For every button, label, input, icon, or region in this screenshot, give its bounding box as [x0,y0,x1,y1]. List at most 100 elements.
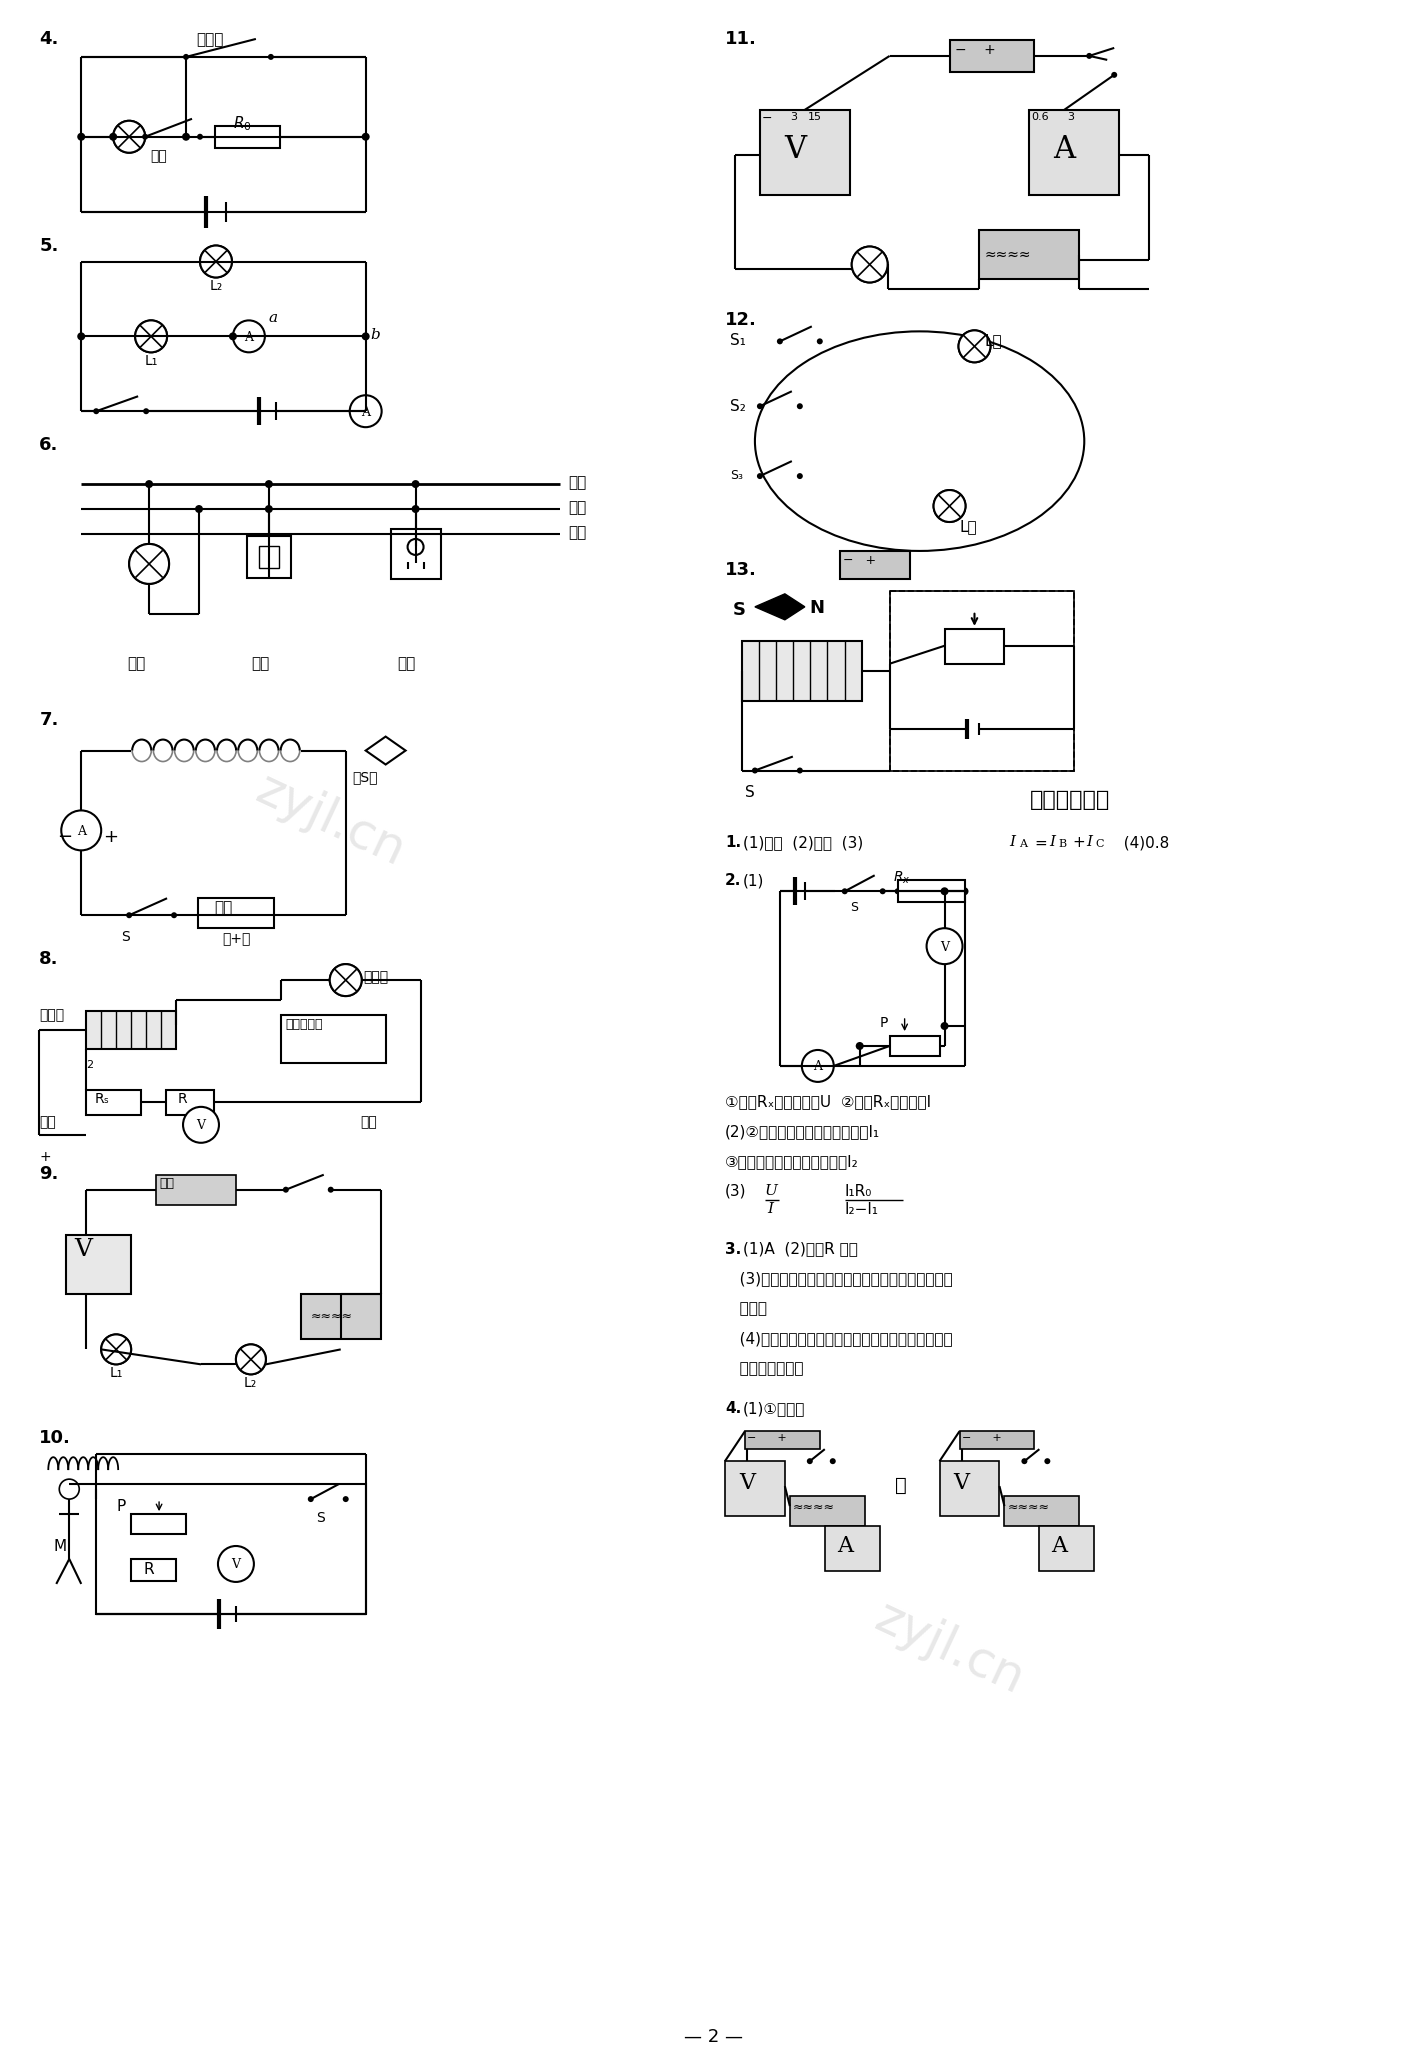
Text: ≈≈≈≈: ≈≈≈≈ [311,1310,353,1322]
Text: (1)A  (2)电阻R 短路: (1)A (2)电阻R 短路 [743,1242,858,1256]
Text: S: S [316,1510,324,1525]
Text: L₁: L₁ [146,355,159,368]
Circle shape [958,331,991,362]
Circle shape [411,504,420,512]
Bar [86,1091,141,1116]
Text: I: I [1050,835,1055,849]
Text: 电控照相机: 电控照相机 [286,1019,323,1031]
Text: L₁: L₁ [109,1366,123,1380]
Bar [790,1496,865,1527]
Bar [950,39,1034,72]
Text: V: V [784,134,805,165]
Circle shape [146,479,153,488]
Circle shape [77,333,86,341]
Text: 座椅: 座椅 [150,149,167,163]
Bar [1030,109,1120,194]
Bar [980,229,1080,279]
Text: 10.: 10. [40,1430,71,1446]
Text: S: S [850,901,858,915]
Circle shape [236,1345,266,1374]
Bar [281,1014,386,1062]
Bar [743,640,861,700]
Circle shape [264,504,273,512]
Text: S₂: S₂ [730,399,745,415]
Text: 零线: 零线 [568,500,587,514]
Text: P: P [116,1500,126,1514]
Text: ≈≈≈≈: ≈≈≈≈ [1007,1502,1050,1514]
Text: 插座: 插座 [397,655,416,671]
Circle shape [126,913,133,917]
Text: A: A [814,1060,823,1074]
Text: V: V [738,1473,755,1494]
Text: 4.: 4. [725,1401,741,1417]
Text: R: R [178,1093,187,1105]
Text: 电学实验专题: 电学实验专题 [1030,791,1111,810]
Circle shape [343,1496,348,1502]
Text: (3)电阻一定时，通过电阻的电流和电阻两端的电压: (3)电阻一定时，通过电阻的电流和电阻两端的电压 [725,1271,952,1287]
Text: 或: 或 [895,1475,907,1496]
Text: 火线: 火线 [568,475,587,490]
Text: A: A [1020,839,1027,849]
Text: 开关: 开关 [251,655,268,671]
Text: C: C [1095,839,1104,849]
Text: (4)电压表没有调零，指针偏右；或者是电流表没有: (4)电压表没有调零，指针偏右；或者是电流表没有 [725,1331,952,1347]
Text: 6.: 6. [40,436,59,455]
Bar [825,1527,880,1570]
Circle shape [143,409,149,413]
Bar [391,529,440,578]
Bar [898,880,964,903]
Text: P: P [880,1016,888,1031]
Circle shape [330,965,361,996]
Text: 调零，指针偏左: 调零，指针偏左 [725,1361,804,1376]
Circle shape [350,395,381,428]
Text: +: + [103,828,119,847]
Text: L红: L红 [984,333,1002,349]
Text: (2)②断开开关读出电流表的示数I₁: (2)②断开开关读出电流表的示数I₁ [725,1124,880,1138]
Text: （S）: （S） [353,771,378,785]
Text: 3.: 3. [725,1242,741,1256]
Text: 安全带: 安全带 [196,31,223,48]
Text: 2: 2 [86,1060,93,1070]
Polygon shape [755,593,805,620]
Circle shape [330,965,361,996]
Circle shape [101,1335,131,1364]
Bar [96,1483,366,1614]
Text: +: + [40,1151,51,1163]
Circle shape [407,539,424,556]
Text: =: = [1034,835,1047,851]
Circle shape [136,320,167,353]
Circle shape [233,320,264,353]
Text: A: A [244,331,253,343]
Circle shape [941,886,948,895]
Bar [745,1432,820,1448]
Circle shape [851,246,888,283]
Text: ①电阻Rₓ两端的电压U  ②电阻Rₓ中的电流I: ①电阻Rₓ两端的电压U ②电阻Rₓ中的电流I [725,1093,931,1109]
Text: L绿: L绿 [960,519,977,533]
Text: I: I [1010,835,1015,849]
Circle shape [197,134,203,140]
Circle shape [934,490,965,523]
Text: ≈≈≈≈: ≈≈≈≈ [793,1502,835,1514]
Circle shape [941,1023,948,1031]
Text: ≈≈≈≈: ≈≈≈≈ [984,248,1031,262]
Bar [86,1010,176,1050]
Circle shape [113,120,146,153]
Circle shape [60,1479,79,1500]
Text: A: A [1051,1535,1067,1558]
Circle shape [411,531,420,537]
Bar [66,1235,131,1295]
Text: L₂: L₂ [244,1376,257,1390]
Text: 9.: 9. [40,1165,59,1182]
Circle shape [958,331,991,362]
Bar [940,1461,1000,1516]
Circle shape [855,1041,864,1050]
Text: 3: 3 [1067,112,1074,122]
Text: I₂−I₁: I₂−I₁ [845,1202,878,1217]
Circle shape [328,1186,334,1192]
Bar [890,1035,940,1056]
Text: V: V [74,1238,93,1260]
Text: N: N [810,599,825,618]
Circle shape [200,246,231,277]
Circle shape [268,54,274,60]
Circle shape [77,132,86,140]
